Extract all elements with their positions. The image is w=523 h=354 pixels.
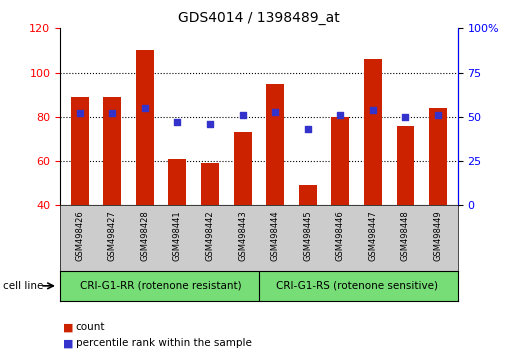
- Text: GSM498449: GSM498449: [434, 211, 442, 261]
- Point: [206, 121, 214, 127]
- Text: ■: ■: [63, 322, 73, 332]
- Point: [369, 107, 377, 113]
- Text: CRI-G1-RR (rotenone resistant): CRI-G1-RR (rotenone resistant): [81, 281, 242, 291]
- Bar: [168, 159, 186, 205]
- Text: percentile rank within the sample: percentile rank within the sample: [76, 338, 252, 348]
- Point: [271, 109, 279, 114]
- Bar: [332, 117, 349, 205]
- Point: [108, 110, 117, 116]
- Text: GSM498441: GSM498441: [173, 211, 182, 261]
- Bar: [234, 132, 252, 205]
- Point: [434, 112, 442, 118]
- Text: GSM498448: GSM498448: [401, 211, 410, 261]
- Text: GSM498442: GSM498442: [206, 211, 214, 261]
- Point: [303, 126, 312, 132]
- Text: GSM498427: GSM498427: [108, 211, 117, 261]
- Text: GSM498445: GSM498445: [303, 211, 312, 261]
- Text: GSM498446: GSM498446: [336, 211, 345, 261]
- Point: [401, 114, 410, 120]
- Text: cell line: cell line: [3, 281, 43, 291]
- Title: GDS4014 / 1398489_at: GDS4014 / 1398489_at: [178, 11, 340, 24]
- Bar: [136, 51, 154, 205]
- Point: [75, 110, 84, 116]
- Point: [173, 119, 181, 125]
- Text: count: count: [76, 322, 105, 332]
- Bar: [104, 97, 121, 205]
- Text: GSM498447: GSM498447: [368, 211, 378, 261]
- Bar: [201, 163, 219, 205]
- Text: GSM498443: GSM498443: [238, 211, 247, 261]
- Bar: [71, 97, 89, 205]
- Text: ■: ■: [63, 338, 73, 348]
- Text: GSM498426: GSM498426: [75, 211, 84, 261]
- Point: [336, 112, 345, 118]
- Text: CRI-G1-RS (rotenone sensitive): CRI-G1-RS (rotenone sensitive): [276, 281, 438, 291]
- Bar: [396, 126, 414, 205]
- Point: [238, 112, 247, 118]
- Text: GSM498444: GSM498444: [271, 211, 280, 261]
- Bar: [266, 84, 284, 205]
- Text: GSM498428: GSM498428: [140, 211, 150, 261]
- Bar: [429, 108, 447, 205]
- Bar: [364, 59, 382, 205]
- Point: [141, 105, 149, 111]
- Bar: [299, 185, 317, 205]
